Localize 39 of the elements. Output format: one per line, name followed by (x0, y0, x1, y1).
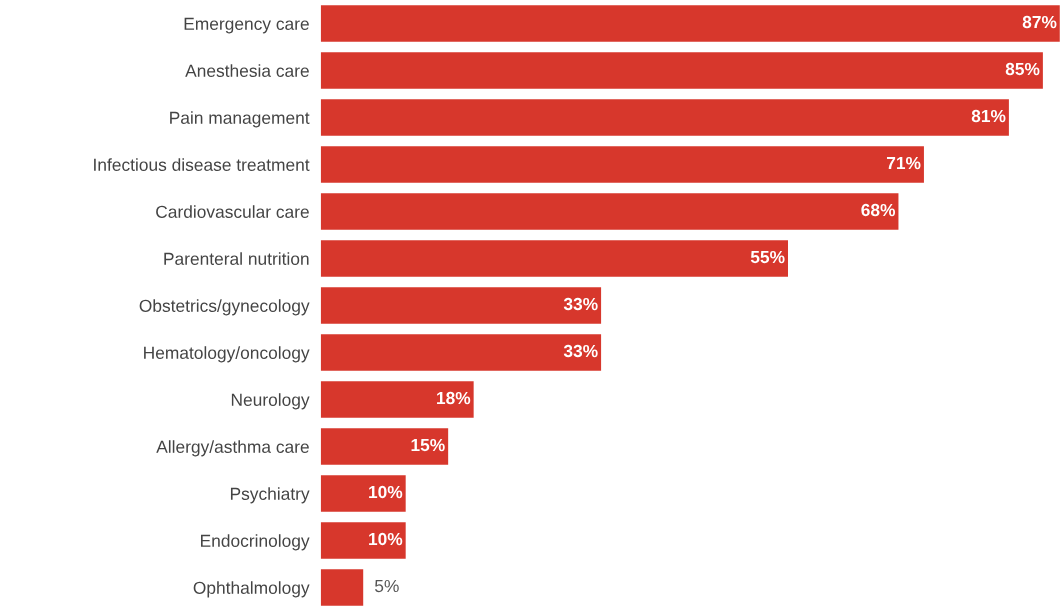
y-tick-label: Cardiovascular care (156, 205, 309, 218)
bar (320, 381, 474, 418)
bar (320, 334, 602, 371)
bar (320, 146, 924, 183)
bar (320, 475, 406, 512)
bar (320, 569, 364, 606)
y-tick-label: Infectious disease treatment (94, 158, 310, 171)
data-label: 18% (437, 391, 471, 405)
y-tick-label: Obstetrics/gynecology (139, 299, 310, 316)
data-label: 81% (971, 109, 1006, 123)
y-tick-label: Endocrinology (201, 534, 310, 551)
bar (320, 99, 1009, 136)
data-label: 10% (369, 485, 403, 499)
data-label: 68% (861, 203, 896, 217)
y-tick-label: Parenteral nutrition (164, 252, 309, 265)
bar (320, 193, 899, 230)
y-tick-label: Hematology/oncology (144, 346, 310, 363)
data-label: 85% (1005, 62, 1040, 76)
y-tick-label: Emergency care (184, 17, 309, 34)
data-label: 33% (563, 344, 598, 358)
bar (320, 240, 788, 277)
y-tick-label: Neurology (231, 393, 310, 410)
bar (320, 428, 449, 465)
y-tick-label: Pain management (170, 111, 310, 128)
data-label: 55% (750, 250, 785, 264)
y-tick-label: Allergy/asthma care (156, 440, 309, 457)
data-label: 71% (886, 156, 921, 170)
data-label: 33% (563, 297, 598, 311)
data-label: 87% (1022, 15, 1057, 29)
bar (320, 287, 602, 324)
y-tick-label: Ophthalmology (193, 581, 310, 598)
y-tick-label: Anesthesia care (185, 64, 309, 77)
data-label: 15% (411, 438, 445, 452)
data-label: 10% (369, 532, 403, 546)
bar (320, 5, 1060, 42)
bar (320, 52, 1043, 89)
y-tick-label: Psychiatry (230, 487, 310, 504)
data-label: 5% (374, 579, 399, 593)
bar (320, 522, 406, 559)
